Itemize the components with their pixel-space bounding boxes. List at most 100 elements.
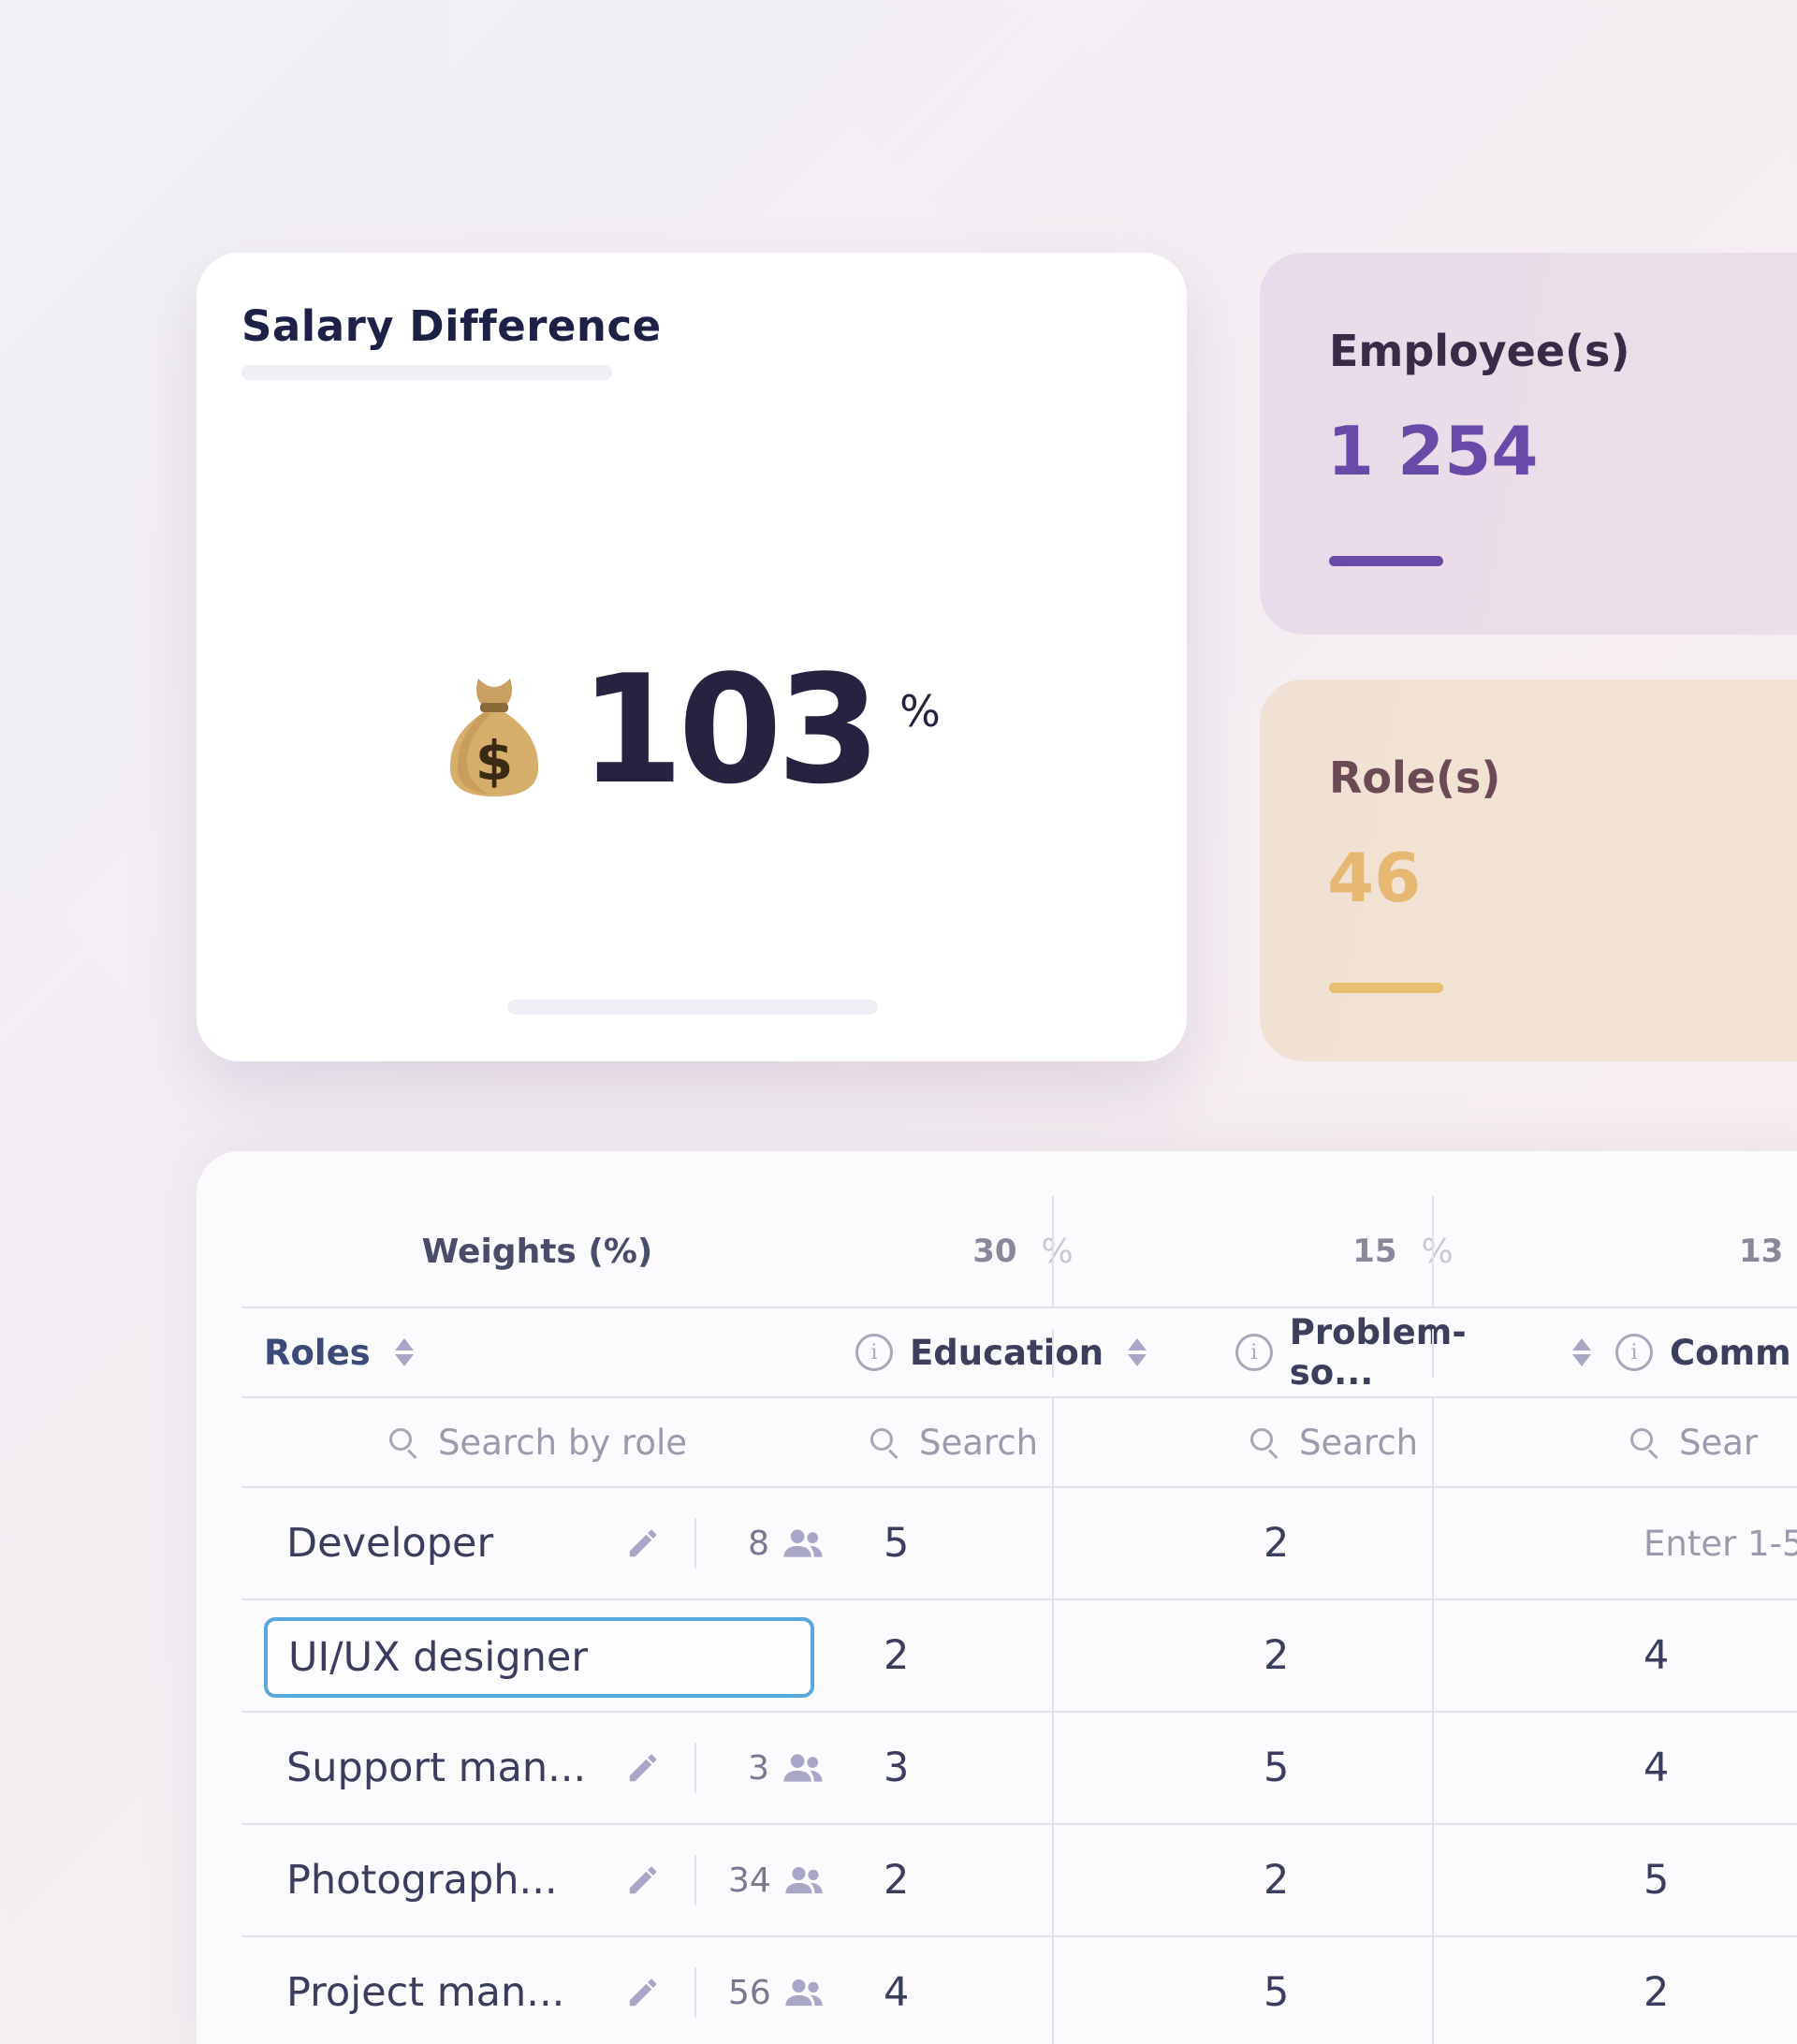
weight-value: 30 xyxy=(972,1233,1017,1270)
education-column-header[interactable]: i Education xyxy=(855,1308,1211,1396)
score-cell[interactable]: 5 xyxy=(1264,1969,1290,2016)
people-icon xyxy=(785,1978,823,2007)
employee-count-value: 8 xyxy=(748,1524,769,1563)
score-cell[interactable]: 2 xyxy=(1264,1857,1290,1904)
problem-solving-search-input[interactable]: Search xyxy=(1249,1398,1585,1486)
score-cell[interactable]: 5 xyxy=(884,1520,910,1567)
problem-solving-header-label: Problem-so... xyxy=(1289,1312,1467,1393)
search-placeholder: Search xyxy=(1299,1422,1419,1463)
search-icon xyxy=(387,1426,419,1460)
sort-icon[interactable] xyxy=(1128,1338,1147,1366)
score-cell[interactable]: 4 xyxy=(1644,1632,1670,1679)
roles-value: 46 xyxy=(1327,839,1422,917)
employees-label: Employee(s) xyxy=(1329,326,1630,376)
card-bottom-bar xyxy=(507,1000,878,1015)
role-name-input[interactable]: UI/UX designer xyxy=(264,1617,814,1698)
weight-value: 15 xyxy=(1352,1233,1397,1270)
count-divider xyxy=(694,1967,696,2018)
salary-difference-unit: % xyxy=(899,686,941,737)
search-row: Search by role Search Search Sear xyxy=(241,1398,1797,1488)
education-header-label: Education xyxy=(910,1332,1104,1373)
score-cell[interactable]: 4 xyxy=(884,1969,910,2016)
info-icon[interactable]: i xyxy=(1615,1334,1653,1371)
education-search-input[interactable]: Search xyxy=(869,1398,1205,1486)
score-cell[interactable]: 2 xyxy=(1264,1520,1290,1567)
roles-column-header[interactable]: Roles xyxy=(264,1308,825,1396)
weight-unit: % xyxy=(1041,1232,1074,1271)
edit-role-button[interactable] xyxy=(625,1825,661,1935)
roles-label: Role(s) xyxy=(1329,752,1501,803)
employees-value: 1 254 xyxy=(1327,412,1539,490)
employee-count[interactable]: 3 xyxy=(728,1713,824,1823)
table-row-editing[interactable]: UI/UX designer 2 2 4 xyxy=(241,1600,1797,1713)
role-name[interactable]: Project man... xyxy=(286,1969,565,2016)
count-divider xyxy=(694,1743,696,1793)
score-cell[interactable]: 5 xyxy=(1644,1857,1670,1904)
table-row[interactable]: Photograph... 34 2 2 5 xyxy=(241,1825,1797,1937)
people-icon xyxy=(783,1529,823,1557)
employee-count-value: 3 xyxy=(748,1748,769,1788)
salary-difference-card: Salary Difference $ 103 % xyxy=(197,253,1187,1061)
problem-solving-column-header[interactable]: i Problem-so... xyxy=(1235,1308,1591,1396)
score-cell[interactable]: 2 xyxy=(1264,1632,1290,1679)
score-input-placeholder[interactable]: Enter 1-5 xyxy=(1644,1523,1797,1564)
employee-count[interactable]: 56 xyxy=(728,1937,824,2044)
score-cell[interactable]: 3 xyxy=(884,1745,910,1791)
score-cell[interactable]: 4 xyxy=(1644,1745,1670,1791)
employee-count[interactable]: 8 xyxy=(728,1488,824,1599)
edit-role-button[interactable] xyxy=(625,1937,661,2044)
pencil-icon xyxy=(629,1978,657,2007)
role-name[interactable]: Developer xyxy=(286,1520,494,1567)
pencil-icon xyxy=(629,1866,657,1894)
weights-table-card: Weights (%) 30 % 15 % 13 Roles i Educati… xyxy=(197,1151,1797,2044)
employees-accent-bar xyxy=(1329,556,1443,566)
search-icon xyxy=(869,1426,900,1460)
weight-cell-communication[interactable]: 13 xyxy=(1593,1196,1797,1307)
role-search-input[interactable]: Search by role xyxy=(241,1398,833,1486)
table-row[interactable]: Support man... 3 3 5 4 xyxy=(241,1713,1797,1825)
edit-role-button[interactable] xyxy=(625,1713,661,1823)
employee-count-value: 34 xyxy=(728,1861,771,1900)
pencil-icon xyxy=(629,1754,657,1782)
communication-column-header[interactable]: i Comm xyxy=(1615,1308,1797,1396)
weight-cell-education[interactable]: 30 % xyxy=(833,1196,1213,1307)
count-divider xyxy=(694,1855,696,1905)
svg-text:$: $ xyxy=(475,729,513,793)
employee-count[interactable]: 34 xyxy=(728,1825,824,1935)
count-divider xyxy=(694,1518,696,1569)
score-cell[interactable]: 5 xyxy=(1264,1745,1290,1791)
role-search-placeholder: Search by role xyxy=(437,1422,688,1463)
edit-role-button[interactable] xyxy=(625,1488,661,1599)
table-row[interactable]: Project man... 56 4 5 2 xyxy=(241,1937,1797,2044)
role-name[interactable]: Photograph... xyxy=(286,1857,558,1904)
salary-card-title: Salary Difference xyxy=(241,301,662,351)
role-name[interactable]: Support man... xyxy=(286,1745,587,1791)
score-cell[interactable]: 2 xyxy=(1644,1969,1670,2016)
roles-stat-card[interactable]: Role(s) 46 xyxy=(1260,679,1797,1061)
score-cell[interactable]: 2 xyxy=(884,1857,910,1904)
info-icon[interactable]: i xyxy=(1235,1334,1273,1371)
weight-cell-problem-solving[interactable]: 15 % xyxy=(1213,1196,1593,1307)
salary-value-row: $ 103 % xyxy=(197,646,1187,814)
search-placeholder: Search xyxy=(919,1422,1039,1463)
sort-icon[interactable] xyxy=(1572,1338,1591,1366)
sort-icon[interactable] xyxy=(394,1338,414,1366)
score-cell[interactable]: 2 xyxy=(884,1632,910,1679)
employee-count-value: 56 xyxy=(728,1973,771,2012)
table-row[interactable]: Developer 8 5 2 Enter 1-5 xyxy=(241,1488,1797,1600)
search-placeholder: Sear xyxy=(1679,1422,1759,1463)
weight-unit: % xyxy=(1421,1232,1454,1271)
communication-header-label: Comm xyxy=(1670,1332,1791,1373)
people-icon xyxy=(785,1866,823,1894)
communication-search-input[interactable]: Sear xyxy=(1629,1398,1797,1486)
weights-row: Weights (%) 30 % 15 % 13 xyxy=(241,1196,1797,1308)
column-header-row: Roles i Education i Problem-so... i Comm xyxy=(241,1308,1797,1398)
search-icon xyxy=(1249,1426,1280,1460)
info-icon[interactable]: i xyxy=(855,1334,893,1371)
roles-accent-bar xyxy=(1329,983,1443,993)
column-divider xyxy=(1052,1196,1054,1308)
column-divider xyxy=(1432,1329,1434,1378)
employees-stat-card[interactable]: Employee(s) 1 254 xyxy=(1260,253,1797,635)
pencil-icon xyxy=(629,1529,657,1557)
title-underline xyxy=(241,365,612,380)
